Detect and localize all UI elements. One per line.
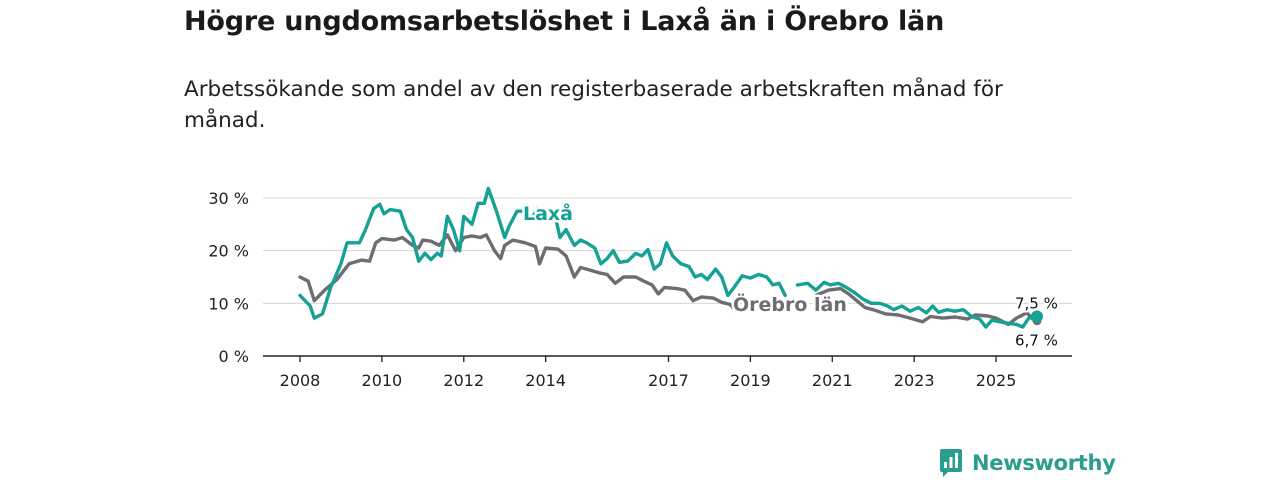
x-tick-label: 2017 [648, 371, 689, 390]
x-axis-ticks: 2008 2010 2012 2014 2017 2019 2021 2023 2025 [280, 356, 1017, 390]
x-tick-label: 2019 [730, 371, 771, 390]
x-tick-label: 2021 [812, 371, 853, 390]
label-layer: Laxå Örebro län 7,5 % 6,7 % [521, 199, 1060, 352]
end-value-label-laxa: 7,5 % [1015, 295, 1058, 313]
x-tick-label: 2023 [894, 371, 935, 390]
series-line-laxa [795, 280, 1039, 329]
x-tick-label: 2014 [525, 371, 566, 390]
y-tick-label: 20 % [208, 242, 249, 261]
x-tick-label: 2012 [443, 371, 484, 390]
y-tick-label: 0 % [219, 347, 249, 366]
grid-layer [263, 197, 1072, 357]
y-tick-label: 30 % [208, 189, 249, 208]
chart-title: Högre ungdomsarbetslöshet i Laxå än i Ör… [184, 6, 945, 37]
series-line-laxa [298, 186, 787, 320]
series-line-orebro [814, 286, 1039, 327]
end-value-label-orebro: 6,7 % [1015, 332, 1058, 350]
series-line-orebro [298, 233, 738, 313]
end-point-laxa [1031, 310, 1043, 323]
series-label-laxa: Laxå [523, 201, 573, 225]
y-tick-label: 10 % [208, 294, 249, 313]
series-layer [298, 186, 1043, 329]
line-chart: 0 % 10 % 20 % 30 % 2008 2010 2012 2014 2017 2019… [208, 186, 1072, 390]
x-tick-label: 2008 [280, 371, 321, 390]
y-axis-ticks: 0 % 10 % 20 % 30 % [208, 189, 249, 366]
chart-subtitle: Arbetssökande som andel av den registerb… [184, 77, 1003, 133]
newsworthy-logo: Newsworthy [938, 448, 1116, 478]
x-tick-label: 2010 [362, 371, 403, 390]
newsworthy-logo-icon [940, 449, 962, 477]
brand-name: Newsworthy [972, 451, 1116, 475]
x-tick-label: 2025 [976, 371, 1017, 390]
series-label-orebro: Örebro län [733, 292, 847, 316]
